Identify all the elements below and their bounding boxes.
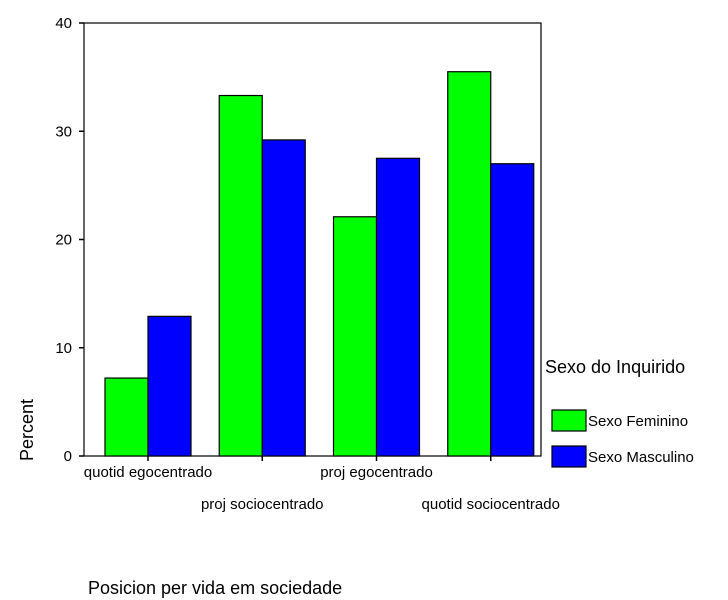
- x-tick-label: proj sociocentrado: [201, 496, 324, 513]
- legend-title: Sexo do Inquirido: [545, 357, 685, 377]
- x-tick-label: quotid sociocentrado: [422, 496, 560, 513]
- legend-label-0: Sexo Feminino: [588, 413, 688, 430]
- bar-masculino-0: [147, 315, 192, 457]
- legend-swatch-1: [551, 445, 587, 468]
- y-tick-label: 0: [64, 448, 72, 465]
- x-tick-label: quotid egocentrado: [84, 464, 212, 481]
- y-axis-title: Percent: [17, 399, 37, 461]
- y-tick-label: 20: [55, 232, 72, 249]
- bar-masculino-3: [490, 163, 535, 457]
- bar-feminino-3: [447, 71, 492, 457]
- legend-swatch-0: [551, 409, 587, 432]
- y-tick-label: 30: [55, 123, 72, 140]
- y-tick-label: 10: [55, 340, 72, 357]
- legend: Sexo Feminino Sexo Masculino: [551, 409, 694, 468]
- x-tick-label: proj egocentrado: [320, 464, 433, 481]
- bar-masculino-2: [375, 157, 421, 457]
- x-axis-title: Posicion per vida em sociedade: [88, 578, 342, 598]
- bar-feminino-1: [218, 94, 263, 457]
- bars-group: [104, 71, 535, 457]
- bar-feminino-2: [332, 216, 378, 457]
- y-tick-label: 40: [55, 15, 72, 32]
- y-axis: 0 10 20 30 40: [55, 15, 84, 465]
- legend-label-1: Sexo Masculino: [588, 449, 694, 466]
- x-axis: quotid egocentrado proj sociocentrado proj…: [84, 456, 560, 513]
- bar-masculino-1: [261, 139, 306, 457]
- bar-feminino-0: [104, 377, 149, 457]
